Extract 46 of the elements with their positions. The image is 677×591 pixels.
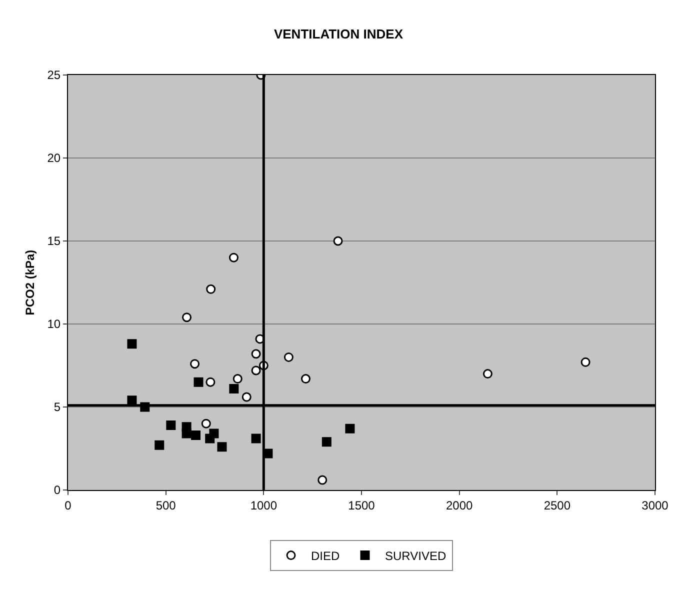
point [229,384,239,394]
point [127,339,137,349]
point [345,424,355,434]
point [217,442,227,452]
point [251,434,261,444]
point [242,392,252,402]
y-axis-title: PCO2 (kPa) [23,250,37,316]
y-tick-label: 10 [47,317,61,332]
x-tick-label: 500 [156,498,176,512]
chart-title: VENTILATION INDEX [274,26,404,42]
point [482,369,492,379]
point [166,420,176,430]
point [191,430,201,440]
point [251,366,261,376]
point [205,434,215,444]
point [127,396,137,406]
point [182,312,192,322]
x-tick-label: 0 [64,498,72,512]
point [190,359,200,369]
legend-label: SURVIVED [385,548,446,563]
point [251,349,261,359]
point [206,284,216,294]
point [194,377,204,387]
point [201,418,211,428]
point [284,352,294,362]
x-tick-label: 2000 [446,498,473,512]
point [232,374,242,384]
y-tick-label: 0 [54,483,61,498]
point [206,377,216,387]
point [318,475,328,485]
y-tick-label: 5 [54,400,61,414]
point [182,428,192,438]
point [322,437,332,447]
y-tick-label: 15 [47,234,61,248]
point [580,357,590,367]
point [300,374,310,384]
x-tick-label: 3000 [642,498,669,512]
x-tick-label: 1000 [250,498,278,512]
x-tick-label: 2500 [544,498,571,512]
point [228,252,238,262]
point [154,440,164,450]
legend-label: DIED [311,548,340,563]
y-tick-label: 25 [47,68,61,82]
y-tick-label: 20 [47,151,61,166]
point [333,236,343,246]
x-tick-label: 1500 [348,498,376,512]
